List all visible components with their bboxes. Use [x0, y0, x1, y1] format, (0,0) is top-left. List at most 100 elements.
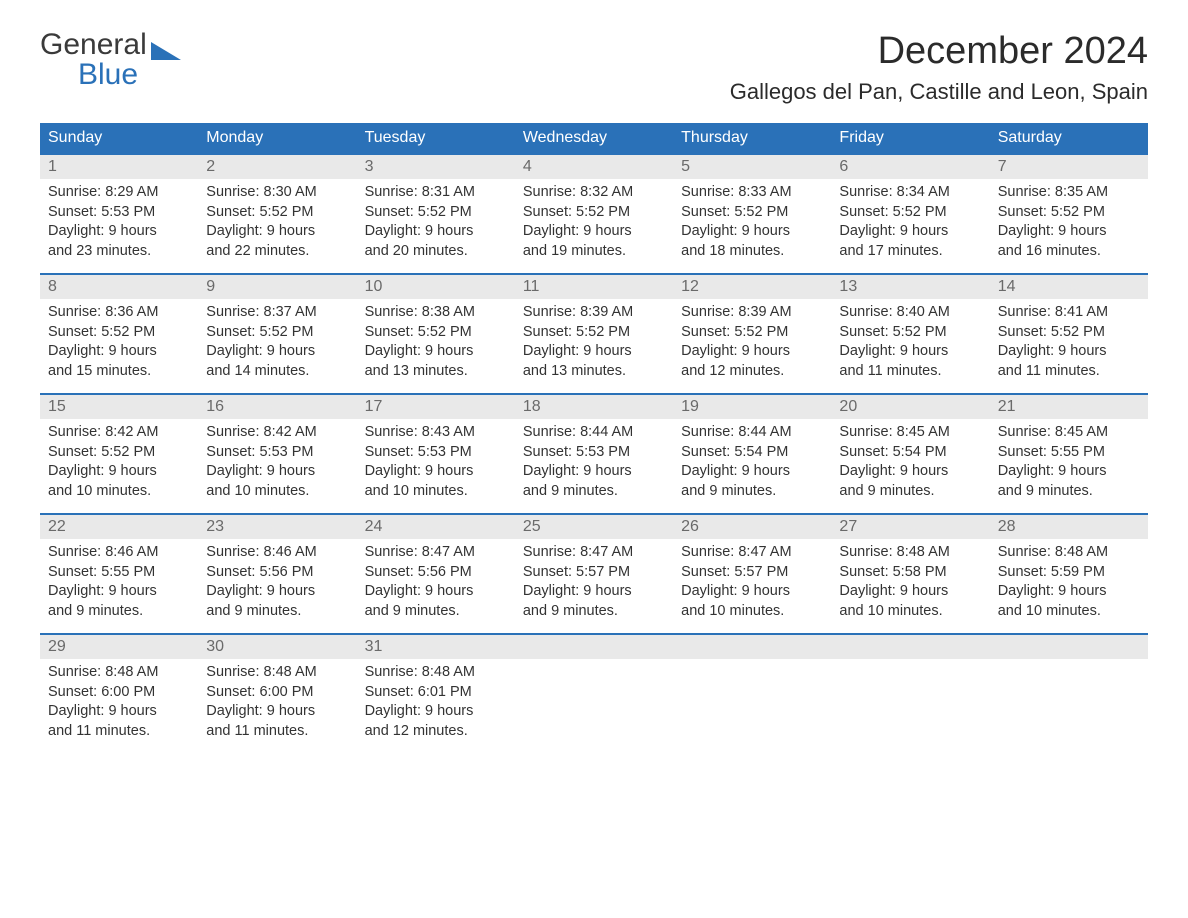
day-content: Sunrise: 8:35 AMSunset: 5:52 PMDaylight:… — [990, 179, 1148, 261]
daylight-line2: and 10 minutes. — [48, 482, 190, 502]
day-cell — [673, 635, 831, 753]
header: General Blue December 2024 Gallegos del … — [40, 30, 1148, 105]
day-cell: 5Sunrise: 8:33 AMSunset: 5:52 PMDaylight… — [673, 155, 831, 273]
day-cell: 16Sunrise: 8:42 AMSunset: 5:53 PMDayligh… — [198, 395, 356, 513]
sunrise-text: Sunrise: 8:48 AM — [998, 543, 1140, 563]
day-cell: 31Sunrise: 8:48 AMSunset: 6:01 PMDayligh… — [357, 635, 515, 753]
day-content: Sunrise: 8:34 AMSunset: 5:52 PMDaylight:… — [831, 179, 989, 261]
daylight-line2: and 10 minutes. — [681, 602, 823, 622]
day-number: 9 — [198, 275, 356, 299]
daylight-line2: and 15 minutes. — [48, 362, 190, 382]
sunrise-text: Sunrise: 8:37 AM — [206, 303, 348, 323]
sunrise-text: Sunrise: 8:45 AM — [998, 423, 1140, 443]
day-cell: 11Sunrise: 8:39 AMSunset: 5:52 PMDayligh… — [515, 275, 673, 393]
sunset-text: Sunset: 5:52 PM — [206, 323, 348, 343]
sunset-text: Sunset: 5:55 PM — [48, 563, 190, 583]
daylight-line1: Daylight: 9 hours — [681, 342, 823, 362]
sunrise-text: Sunrise: 8:42 AM — [48, 423, 190, 443]
day-number: 21 — [990, 395, 1148, 419]
daylight-line1: Daylight: 9 hours — [839, 462, 981, 482]
day-number: 17 — [357, 395, 515, 419]
sunrise-text: Sunrise: 8:44 AM — [681, 423, 823, 443]
day-content: Sunrise: 8:43 AMSunset: 5:53 PMDaylight:… — [357, 419, 515, 501]
dow-tuesday: Tuesday — [357, 123, 515, 153]
daylight-line1: Daylight: 9 hours — [48, 582, 190, 602]
day-cell: 12Sunrise: 8:39 AMSunset: 5:52 PMDayligh… — [673, 275, 831, 393]
sunrise-text: Sunrise: 8:34 AM — [839, 183, 981, 203]
daylight-line2: and 10 minutes. — [998, 602, 1140, 622]
day-content: Sunrise: 8:42 AMSunset: 5:52 PMDaylight:… — [40, 419, 198, 501]
day-number: 7 — [990, 155, 1148, 179]
sunrise-text: Sunrise: 8:29 AM — [48, 183, 190, 203]
daylight-line1: Daylight: 9 hours — [48, 222, 190, 242]
day-cell: 25Sunrise: 8:47 AMSunset: 5:57 PMDayligh… — [515, 515, 673, 633]
sunrise-text: Sunrise: 8:38 AM — [365, 303, 507, 323]
day-number: 24 — [357, 515, 515, 539]
day-cell: 22Sunrise: 8:46 AMSunset: 5:55 PMDayligh… — [40, 515, 198, 633]
daylight-line1: Daylight: 9 hours — [523, 342, 665, 362]
day-content: Sunrise: 8:40 AMSunset: 5:52 PMDaylight:… — [831, 299, 989, 381]
daylight-line1: Daylight: 9 hours — [365, 342, 507, 362]
day-cell: 28 Sunrise: 8:48 AMSunset: 5:59 PMDayligh… — [990, 515, 1148, 633]
day-cell: 29Sunrise: 8:48 AMSunset: 6:00 PMDayligh… — [40, 635, 198, 753]
logo-word-general: General — [40, 30, 147, 60]
week-row: 1Sunrise: 8:29 AMSunset: 5:53 PMDaylight… — [40, 153, 1148, 273]
daylight-line2: and 9 minutes. — [523, 482, 665, 502]
day-content: Sunrise: 8:47 AMSunset: 5:57 PMDaylight:… — [515, 539, 673, 621]
daylight-line1: Daylight: 9 hours — [839, 342, 981, 362]
day-cell: 21Sunrise: 8:45 AMSunset: 5:55 PMDayligh… — [990, 395, 1148, 513]
sunset-text: Sunset: 5:52 PM — [839, 323, 981, 343]
daylight-line2: and 9 minutes. — [839, 482, 981, 502]
day-content: Sunrise: 8:47 AMSunset: 5:56 PMDaylight:… — [357, 539, 515, 621]
day-cell: 3Sunrise: 8:31 AMSunset: 5:52 PMDaylight… — [357, 155, 515, 273]
sunset-text: Sunset: 5:59 PM — [998, 563, 1140, 583]
day-cell — [990, 635, 1148, 753]
daylight-line1: Daylight: 9 hours — [48, 342, 190, 362]
day-number: 27 — [831, 515, 989, 539]
day-content: Sunrise: 8:38 AMSunset: 5:52 PMDaylight:… — [357, 299, 515, 381]
day-number: 16 — [198, 395, 356, 419]
sunrise-text: Sunrise: 8:33 AM — [681, 183, 823, 203]
day-content: Sunrise: 8:48 AMSunset: 5:58 PMDaylight:… — [831, 539, 989, 621]
sunrise-text: Sunrise: 8:41 AM — [998, 303, 1140, 323]
sunset-text: Sunset: 5:56 PM — [365, 563, 507, 583]
day-cell: 6Sunrise: 8:34 AMSunset: 5:52 PMDaylight… — [831, 155, 989, 273]
sunrise-text: Sunrise: 8:47 AM — [523, 543, 665, 563]
daylight-line1: Daylight: 9 hours — [839, 582, 981, 602]
day-number: 8 — [40, 275, 198, 299]
sunset-text: Sunset: 5:57 PM — [681, 563, 823, 583]
day-cell: 13Sunrise: 8:40 AMSunset: 5:52 PMDayligh… — [831, 275, 989, 393]
sunset-text: Sunset: 5:54 PM — [681, 443, 823, 463]
daylight-line1: Daylight: 9 hours — [365, 582, 507, 602]
sunrise-text: Sunrise: 8:35 AM — [998, 183, 1140, 203]
day-content: Sunrise: 8:46 AMSunset: 5:56 PMDaylight:… — [198, 539, 356, 621]
day-cell: 14Sunrise: 8:41 AMSunset: 5:52 PMDayligh… — [990, 275, 1148, 393]
day-number — [515, 635, 673, 659]
day-content: Sunrise: 8:48 AMSunset: 6:01 PMDaylight:… — [357, 659, 515, 741]
dow-monday: Monday — [198, 123, 356, 153]
sunset-text: Sunset: 5:52 PM — [839, 203, 981, 223]
day-cell: 2Sunrise: 8:30 AMSunset: 5:52 PMDaylight… — [198, 155, 356, 273]
daylight-line1: Daylight: 9 hours — [998, 582, 1140, 602]
day-content: Sunrise: 8:45 AMSunset: 5:54 PMDaylight:… — [831, 419, 989, 501]
day-cell: 30Sunrise: 8:48 AMSunset: 6:00 PMDayligh… — [198, 635, 356, 753]
logo-triangle-icon — [151, 38, 181, 60]
day-content: Sunrise: 8:36 AMSunset: 5:52 PMDaylight:… — [40, 299, 198, 381]
daylight-line1: Daylight: 9 hours — [206, 582, 348, 602]
daylight-line1: Daylight: 9 hours — [365, 702, 507, 722]
daylight-line1: Daylight: 9 hours — [206, 342, 348, 362]
day-content: Sunrise: 8:31 AMSunset: 5:52 PMDaylight:… — [357, 179, 515, 261]
sunrise-text: Sunrise: 8:44 AM — [523, 423, 665, 443]
daylight-line2: and 9 minutes. — [48, 602, 190, 622]
sunrise-text: Sunrise: 8:43 AM — [365, 423, 507, 443]
day-content: Sunrise: 8:39 AMSunset: 5:52 PMDaylight:… — [515, 299, 673, 381]
title-block: December 2024 Gallegos del Pan, Castille… — [730, 30, 1148, 105]
sunset-text: Sunset: 6:00 PM — [206, 683, 348, 703]
dow-saturday: Saturday — [990, 123, 1148, 153]
sunrise-text: Sunrise: 8:45 AM — [839, 423, 981, 443]
sunset-text: Sunset: 5:52 PM — [365, 323, 507, 343]
sunrise-text: Sunrise: 8:48 AM — [48, 663, 190, 683]
weeks-container: 1Sunrise: 8:29 AMSunset: 5:53 PMDaylight… — [40, 153, 1148, 753]
day-number: 28 — [990, 515, 1148, 539]
sunrise-text: Sunrise: 8:40 AM — [839, 303, 981, 323]
